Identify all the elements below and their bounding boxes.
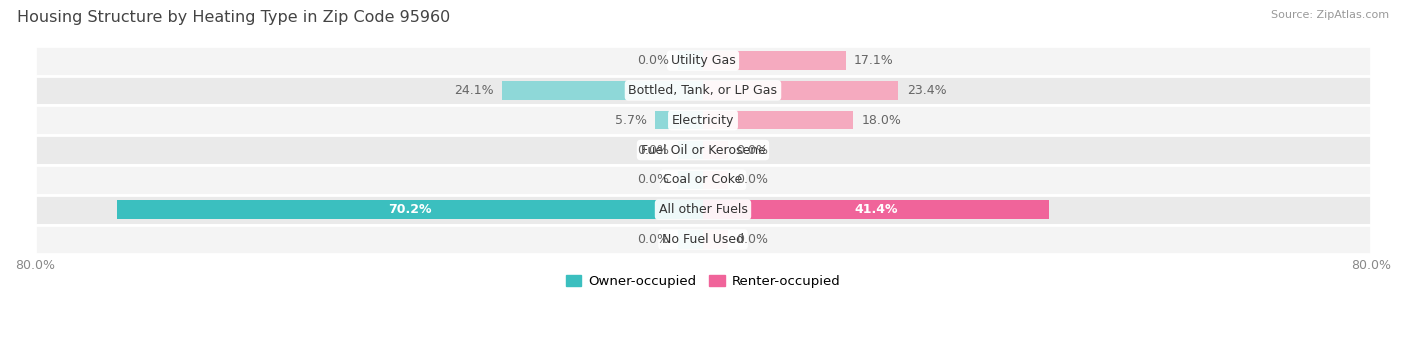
- Bar: [703, 51, 846, 70]
- Bar: [703, 170, 728, 189]
- Bar: [117, 201, 703, 219]
- Text: 0.0%: 0.0%: [637, 173, 669, 186]
- Text: 24.1%: 24.1%: [454, 84, 494, 97]
- Text: Coal or Coke: Coal or Coke: [664, 173, 742, 186]
- Text: Electricity: Electricity: [672, 114, 734, 127]
- Bar: [678, 230, 703, 249]
- Bar: [678, 141, 703, 159]
- Bar: [35, 165, 1371, 195]
- Bar: [703, 141, 728, 159]
- Bar: [678, 51, 703, 70]
- Text: 18.0%: 18.0%: [862, 114, 901, 127]
- Bar: [502, 81, 703, 100]
- Bar: [703, 111, 853, 130]
- Bar: [703, 201, 1049, 219]
- Text: 0.0%: 0.0%: [637, 144, 669, 157]
- Bar: [35, 46, 1371, 75]
- Text: Bottled, Tank, or LP Gas: Bottled, Tank, or LP Gas: [628, 84, 778, 97]
- Text: Utility Gas: Utility Gas: [671, 54, 735, 67]
- Bar: [35, 105, 1371, 135]
- Text: All other Fuels: All other Fuels: [658, 203, 748, 216]
- Text: 0.0%: 0.0%: [637, 54, 669, 67]
- Bar: [703, 230, 728, 249]
- Bar: [35, 225, 1371, 254]
- Bar: [703, 81, 898, 100]
- Text: 17.1%: 17.1%: [853, 54, 894, 67]
- Text: 0.0%: 0.0%: [737, 173, 769, 186]
- Text: 70.2%: 70.2%: [388, 203, 432, 216]
- Text: 0.0%: 0.0%: [737, 144, 769, 157]
- Legend: Owner-occupied, Renter-occupied: Owner-occupied, Renter-occupied: [560, 270, 846, 294]
- Text: Housing Structure by Heating Type in Zip Code 95960: Housing Structure by Heating Type in Zip…: [17, 10, 450, 25]
- Text: No Fuel Used: No Fuel Used: [662, 233, 744, 246]
- Text: Source: ZipAtlas.com: Source: ZipAtlas.com: [1271, 10, 1389, 20]
- Bar: [35, 75, 1371, 105]
- Bar: [655, 111, 703, 130]
- Text: Fuel Oil or Kerosene: Fuel Oil or Kerosene: [641, 144, 765, 157]
- Text: 41.4%: 41.4%: [853, 203, 897, 216]
- Bar: [35, 135, 1371, 165]
- Text: 23.4%: 23.4%: [907, 84, 946, 97]
- Text: 5.7%: 5.7%: [614, 114, 647, 127]
- Text: 0.0%: 0.0%: [637, 233, 669, 246]
- Text: 0.0%: 0.0%: [737, 233, 769, 246]
- Bar: [35, 195, 1371, 225]
- Bar: [678, 170, 703, 189]
